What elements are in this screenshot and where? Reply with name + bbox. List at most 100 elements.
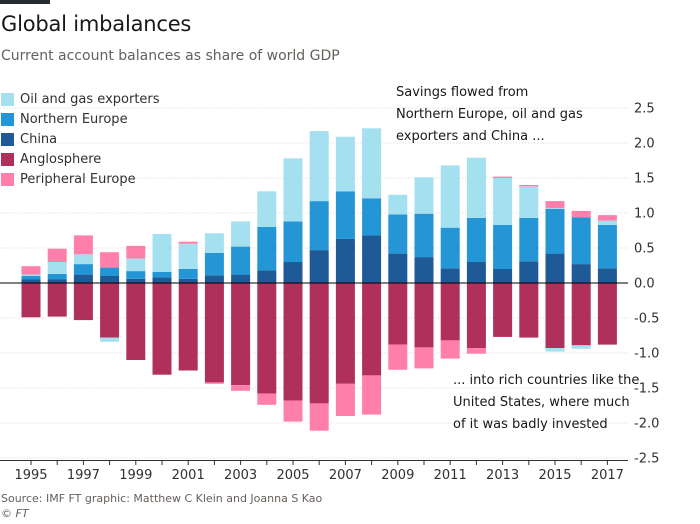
bar-china-2017 bbox=[597, 268, 617, 283]
y-tick-label: -1.0 bbox=[634, 347, 659, 362]
bar-china-2000 bbox=[152, 277, 172, 283]
bar-northern-europe-1995 bbox=[21, 276, 41, 280]
legend-item-china: China bbox=[1, 130, 160, 150]
bar-peripheral-europe-deficit-2003 bbox=[231, 385, 251, 391]
bar-northern-europe-2014 bbox=[519, 217, 539, 262]
legend-swatch-peripheral-europe bbox=[1, 172, 14, 186]
bar-northern-europe-2002 bbox=[204, 252, 224, 276]
bar-northern-europe-2017 bbox=[597, 224, 617, 269]
legend-item-northern-europe: Northern Europe bbox=[1, 110, 160, 130]
x-tick-label: 2005 bbox=[276, 468, 309, 483]
bar-oil-and-gas-exporters-2011 bbox=[440, 165, 460, 228]
bar-china-2009 bbox=[388, 253, 408, 283]
legend-item-oil-gas: Oil and gas exporters bbox=[1, 90, 160, 110]
bar-oil-and-gas-exporters-2006 bbox=[309, 131, 329, 202]
copyright: © FT bbox=[1, 507, 29, 520]
bar-oil-and-gas-exporters-2009 bbox=[388, 194, 408, 215]
bar-peripheral-europe-2016 bbox=[571, 210, 591, 218]
bar-oil-and-gas-exporters-2001 bbox=[178, 243, 198, 269]
bar-northern-europe-2004 bbox=[257, 227, 277, 271]
bar-peripheral-europe-1999 bbox=[126, 245, 146, 259]
y-tick-label: 0.5 bbox=[634, 242, 655, 257]
bar-northern-europe-2009 bbox=[388, 214, 408, 254]
y-tick-label: -2.0 bbox=[634, 417, 659, 432]
y-tick-label: -2.5 bbox=[634, 452, 659, 467]
bar-oil-and-gas-exporters-1996 bbox=[47, 262, 67, 274]
annotation-investment: ... into rich countries like the United … bbox=[453, 373, 640, 432]
bar-peripheral-europe-1996 bbox=[47, 248, 67, 262]
x-tick-label: 2017 bbox=[591, 468, 624, 483]
bar-northern-europe-2005 bbox=[283, 221, 303, 262]
bar-china-1998 bbox=[100, 276, 120, 283]
ft-top-bar bbox=[0, 0, 50, 4]
bar-china-1995 bbox=[21, 279, 41, 283]
bar-anglosphere-2000 bbox=[152, 283, 172, 375]
bar-anglosphere-2001 bbox=[178, 283, 198, 371]
bar-northern-europe-2016 bbox=[571, 217, 591, 265]
bar-peripheral-europe-2001 bbox=[178, 241, 198, 244]
bar-oil-and-gas-exporters-2005 bbox=[283, 158, 303, 222]
bar-northern-europe-2006 bbox=[309, 201, 329, 251]
legend-swatch-china bbox=[1, 132, 14, 146]
x-tick-label: 2007 bbox=[329, 468, 362, 483]
bar-china-2015 bbox=[545, 253, 565, 283]
bar-northern-europe-2001 bbox=[178, 269, 198, 279]
bar-northern-europe-1998 bbox=[100, 267, 120, 276]
chart-title: Global imbalances bbox=[1, 12, 192, 36]
bar-northern-europe-2008 bbox=[362, 198, 382, 236]
bar-anglosphere-1998 bbox=[100, 283, 120, 338]
bar-china-1997 bbox=[73, 274, 93, 283]
bar-northern-europe-2012 bbox=[466, 217, 486, 262]
legend-label-northern-europe: Northern Europe bbox=[20, 112, 128, 128]
bar-peripheral-europe-2015 bbox=[545, 201, 565, 209]
bar-peripheral-europe-deficit-2004 bbox=[257, 393, 277, 405]
y-tick-label: -0.5 bbox=[634, 312, 659, 327]
bar-northern-europe-2011 bbox=[440, 227, 460, 269]
x-tick-label: 2015 bbox=[538, 468, 571, 483]
bar-northern-europe-2007 bbox=[335, 191, 355, 239]
bar-peripheral-europe-deficit-2009 bbox=[388, 344, 408, 370]
bar-china-1996 bbox=[47, 279, 67, 283]
bar-anglosphere-2008 bbox=[362, 283, 382, 376]
x-tick-label: 1997 bbox=[67, 468, 100, 483]
y-tick-label: 1.0 bbox=[634, 207, 655, 222]
bar-china-2010 bbox=[414, 257, 434, 283]
bar-oil-and-gas-exporters-deficit-1998 bbox=[100, 337, 120, 342]
bar-china-2002 bbox=[204, 275, 224, 283]
x-tick-label: 2003 bbox=[224, 468, 257, 483]
y-tick-label: 0.0 bbox=[634, 277, 655, 292]
bar-peripheral-europe-deficit-2006 bbox=[309, 403, 329, 431]
bar-oil-and-gas-exporters-1995 bbox=[21, 274, 41, 276]
bar-oil-and-gas-exporters-2008 bbox=[362, 128, 382, 199]
bar-northern-europe-2010 bbox=[414, 213, 434, 258]
bar-peripheral-europe-deficit-2011 bbox=[440, 340, 460, 359]
bar-oil-and-gas-exporters-2000 bbox=[152, 234, 172, 272]
bar-northern-europe-1999 bbox=[126, 271, 146, 279]
bar-anglosphere-2009 bbox=[388, 283, 408, 345]
bar-oil-and-gas-exporters-2002 bbox=[204, 233, 224, 253]
source-note: Source: IMF FT graphic: Matthew C Klein … bbox=[1, 492, 323, 505]
legend-swatch-oil-gas bbox=[1, 93, 14, 107]
legend-label-oil-gas: Oil and gas exporters bbox=[20, 92, 160, 108]
bar-china-2003 bbox=[231, 274, 251, 283]
bar-china-2007 bbox=[335, 238, 355, 283]
x-tick-label: 2009 bbox=[381, 468, 414, 483]
legend-label-anglosphere: Anglosphere bbox=[20, 151, 102, 167]
y-tick-label: -1.5 bbox=[634, 382, 659, 397]
bar-oil-and-gas-exporters-deficit-2015 bbox=[545, 348, 565, 352]
bar-anglosphere-2010 bbox=[414, 283, 434, 348]
bar-oil-and-gas-exporters-2013 bbox=[493, 178, 513, 225]
bar-china-2006 bbox=[309, 250, 329, 283]
chart-subtitle: Current account balances as share of wor… bbox=[1, 48, 340, 64]
legend-item-peripheral-europe: Peripheral Europe bbox=[1, 169, 160, 189]
bar-anglosphere-2007 bbox=[335, 283, 355, 384]
bar-northern-europe-2013 bbox=[493, 224, 513, 269]
legend-item-anglosphere: Anglosphere bbox=[1, 149, 160, 169]
bar-northern-europe-2015 bbox=[545, 208, 565, 254]
bar-anglosphere-2005 bbox=[283, 283, 303, 401]
bar-oil-and-gas-exporters-2017 bbox=[597, 220, 617, 225]
bar-anglosphere-1996 bbox=[47, 283, 67, 317]
bar-anglosphere-2016 bbox=[571, 283, 591, 346]
bar-anglosphere-2004 bbox=[257, 283, 277, 394]
bar-china-2011 bbox=[440, 268, 460, 283]
